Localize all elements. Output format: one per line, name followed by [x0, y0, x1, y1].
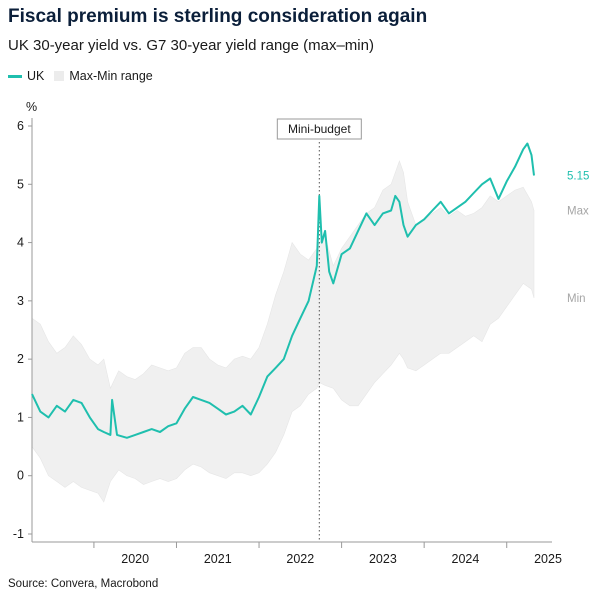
chart-subtitle: UK 30-year yield vs. G7 30-year yield ra… [8, 37, 374, 54]
max-min-range-band [31, 160, 535, 503]
x-tick-label: 2025 [534, 552, 562, 566]
y-tick-label: 2 [17, 352, 24, 366]
x-tick-label: 2020 [121, 552, 149, 566]
y-tick-label: 6 [17, 119, 24, 133]
y-tick-label: -1 [13, 527, 24, 541]
x-tick-label: 2021 [204, 552, 232, 566]
mini-budget-annotation-label: Mini-budget [288, 122, 351, 136]
max-end-label: Max [567, 206, 589, 218]
legend-uk-swatch [8, 74, 22, 78]
min-end-label: Min [567, 293, 586, 305]
source-note: Source: Convera, Macrobond [8, 578, 159, 590]
chart-legend: UK Max-Min range [8, 69, 153, 83]
legend-range-label: Max-Min range [69, 69, 153, 83]
x-tick-label: 2023 [369, 552, 397, 566]
chart-title: Fiscal premium is sterling consideration… [8, 6, 428, 27]
mini-budget-annotation-box [276, 118, 362, 140]
y-tick-label: 1 [17, 410, 24, 424]
legend-uk-label: UK [27, 69, 45, 83]
y-tick-label: 3 [17, 294, 24, 308]
plot-layer: -1 0 1 2 3 4 5 6 2020 2021 2022 2023 2024 2025 Mini-bu… [13, 118, 589, 566]
y-axis-unit-label: % [26, 100, 37, 114]
legend-range-swatch [54, 71, 65, 81]
y-tick-label: 5 [17, 177, 24, 191]
chart-area: -1 0 1 2 3 4 5 6 2020 2021 2022 2023 2024 2025 Mini-bu… [13, 100, 590, 566]
x-tick-label: 2024 [452, 552, 480, 566]
y-tick-label: 4 [17, 236, 24, 250]
uk-yield-line [31, 142, 535, 439]
x-tick-label: 2022 [286, 552, 314, 566]
y-tick-label: 0 [17, 469, 24, 483]
uk-end-value-label: 5.15 [567, 171, 589, 183]
